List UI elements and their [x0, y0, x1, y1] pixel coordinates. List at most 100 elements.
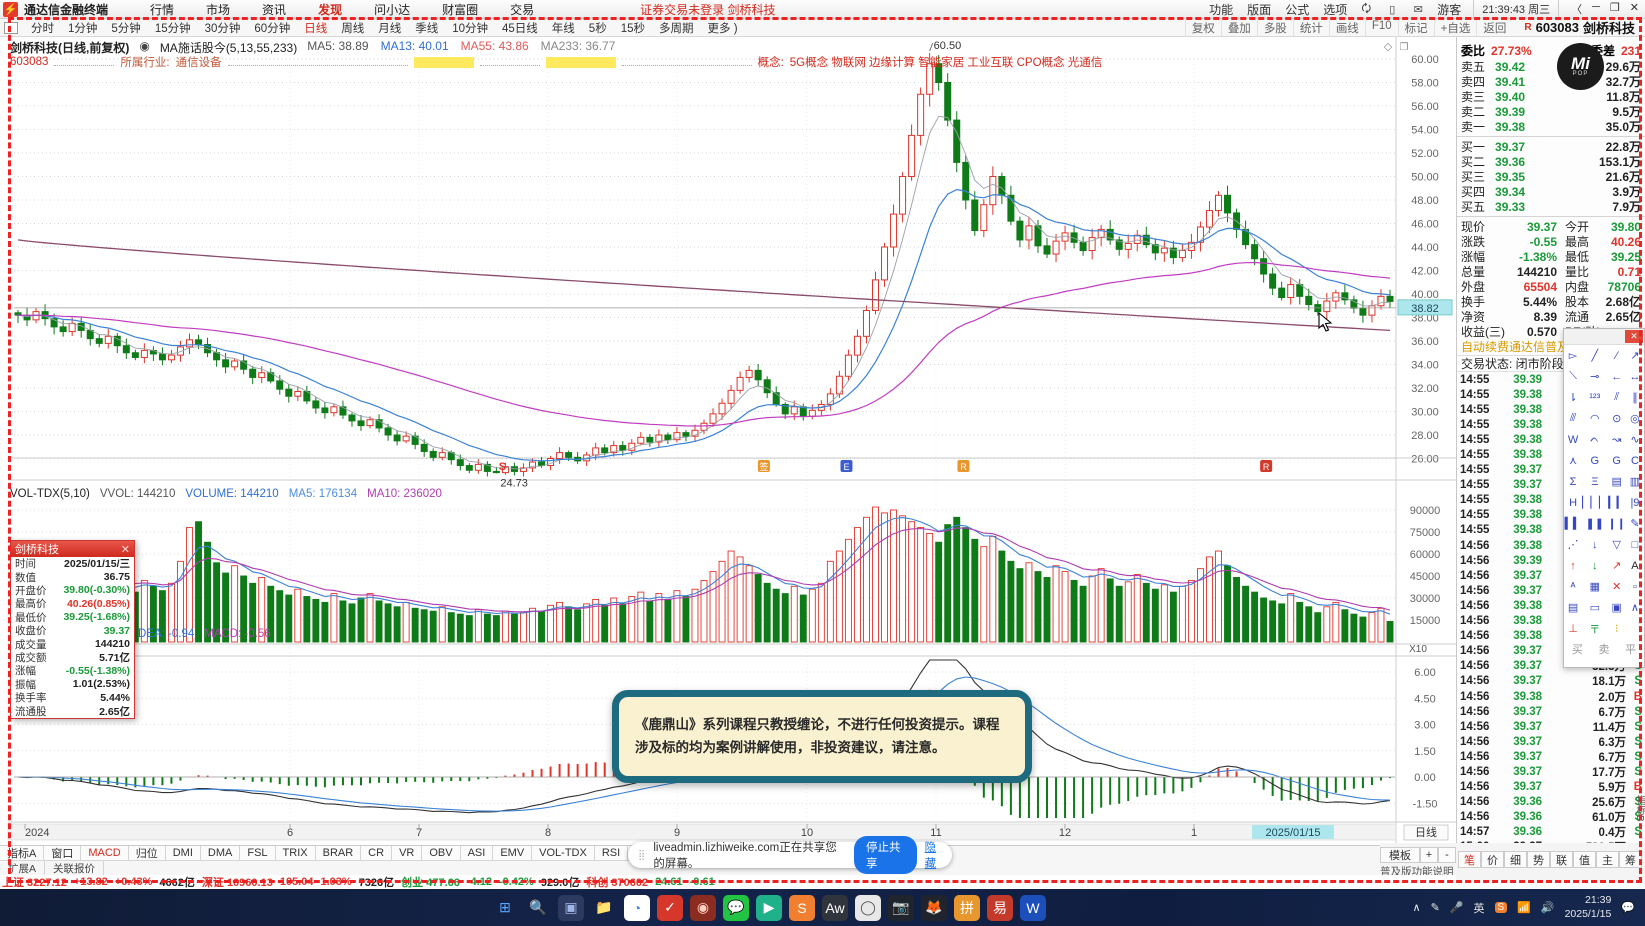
restore-icon[interactable]: ❐ [1609, 2, 1620, 14]
sell-level-row[interactable]: 卖五 39.42 29.6万 [1457, 59, 1645, 75]
timeframe-日线[interactable]: 日线 [304, 22, 328, 35]
draw-tool-icon[interactable]: ↓ [1592, 538, 1598, 551]
draw-tool-icon[interactable]: ⊸ [1590, 371, 1600, 383]
draw-tool-icon[interactable]: ⟍ [1569, 370, 1577, 382]
timeframe-分时[interactable]: 分时 [31, 22, 54, 35]
timeframe-年线[interactable]: 年线 [551, 22, 575, 35]
ma-indicator-name[interactable]: MA施话股今(5,13,55,233) [159, 41, 298, 55]
draw-tool-icon[interactable]: 〒 [1589, 623, 1601, 636]
taskbar-icon-netease[interactable]: 易 [987, 894, 1013, 921]
detail-tab-价[interactable]: 价 [1481, 851, 1504, 868]
indicator-tab-DMI[interactable]: DMI [165, 846, 201, 861]
draw-tool-icon[interactable]: ✎ [1630, 518, 1640, 530]
taskbar-icon-firefox[interactable]: 🦊 [921, 894, 947, 921]
indicator-tab-RSI[interactable]: RSI [594, 846, 629, 861]
draw-tool-icon[interactable]: ▍▍ [1564, 518, 1582, 530]
draw-tool-icon[interactable]: ⫽ [1614, 391, 1620, 403]
buy-level-row[interactable]: 买五 39.33 7.9万 [1457, 199, 1645, 215]
drag-handle-icon[interactable]: ⣿ [638, 849, 646, 861]
detail-tab-细[interactable]: 细 [1504, 851, 1527, 868]
draw-tool-icon[interactable]: ⊙ [1612, 413, 1622, 425]
detail-tab-筹[interactable]: 筹 [1619, 851, 1642, 868]
draw-tool-icon[interactable]: ⫻ [1569, 412, 1577, 424]
taskbar-icon-pinyin[interactable]: 拼 [954, 894, 980, 921]
draw-tool-icon[interactable]: ❚❚ [1585, 518, 1604, 530]
user-label[interactable]: 游客 [1437, 2, 1462, 17]
draw-tool-icon[interactable]: W [1567, 433, 1579, 446]
timeframe-15秒[interactable]: 15秒 [620, 22, 645, 35]
draw-tool-icon[interactable]: ▥ [1629, 476, 1641, 488]
draw-tool-icon[interactable]: ╱ [1591, 350, 1599, 362]
stop-share-button[interactable]: 停止共享 [854, 836, 917, 874]
draw-tool-icon[interactable]: ▭ [1589, 602, 1600, 614]
indicator-tab-TRIX[interactable]: TRIX [275, 846, 316, 861]
action-+自选[interactable]: +自选 [1433, 19, 1477, 36]
close-icon[interactable]: ✕ [120, 543, 130, 556]
draw-tool-icon[interactable]: ▦ [1589, 581, 1600, 593]
action-返回[interactable]: 返回 [1476, 19, 1512, 36]
buy-level-row[interactable]: 买二 39.36 153.1万 [1457, 154, 1645, 170]
action-叠加[interactable]: 叠加 [1220, 19, 1257, 36]
draw-tool-icon[interactable]: H [1569, 496, 1578, 509]
taskbar-clock[interactable]: 21:39 2025/1/15 [1564, 894, 1612, 920]
buy-level-row[interactable]: 买三 39.35 21.6万 [1457, 169, 1645, 185]
close-icon[interactable]: ✕ [1629, 2, 1639, 14]
action-标记[interactable]: 标记 [1397, 19, 1434, 36]
detail-tab-主[interactable]: 主 [1596, 851, 1619, 868]
taskbar-icon-s-app[interactable]: S [789, 894, 815, 921]
draw-tool-icon[interactable]: ◠ [1589, 413, 1600, 425]
detail-tab-笔[interactable]: 笔 [1458, 851, 1481, 868]
taskbar-icon-word[interactable]: W [1020, 894, 1046, 921]
template-control-模板[interactable]: 模板 [1380, 847, 1420, 863]
industry-value[interactable]: 通信设备 [175, 57, 222, 69]
timeframe-5分钟[interactable]: 5分钟 [111, 22, 141, 35]
menu-功能[interactable]: 功能 [1209, 2, 1234, 17]
draw-tool-icon[interactable]: ⊥ [1568, 623, 1578, 635]
draw-tool-icon[interactable]: ▫ [1633, 580, 1637, 593]
draw-tool-icon[interactable]: ⇂ [1568, 392, 1578, 404]
taskbar-icon-camera[interactable]: 📷 [888, 894, 914, 921]
template-control-+[interactable]: + [1420, 847, 1438, 863]
menu-公式[interactable]: 公式 [1285, 2, 1310, 17]
menu-选项[interactable]: 选项 [1323, 2, 1348, 17]
draw-tool-icon[interactable]: ▻ [1568, 350, 1578, 362]
mic-icon[interactable]: 🎤 [1449, 902, 1464, 914]
draw-tool-icon[interactable]: ▣ [1611, 602, 1622, 614]
draw-tool-icon[interactable]: ▽ [1612, 539, 1621, 551]
draw-tool-icon[interactable]: ❙❙ [1607, 518, 1626, 530]
taskbar-icon-task-view[interactable]: ▣ [558, 894, 584, 921]
indicator-tab-ASI[interactable]: ASI [460, 846, 494, 861]
draw-tool-icon[interactable]: ↓ [1592, 559, 1598, 572]
indicator-dot-icon[interactable]: ◉ [139, 39, 150, 53]
draw-tool-icon[interactable]: ◎ [1630, 413, 1640, 425]
draw-tool-icon[interactable]: ↗ [1612, 560, 1622, 572]
tray-badge[interactable]: S [1494, 902, 1508, 913]
draw-tool-icon[interactable]: ∧ [1630, 602, 1639, 614]
indicator-tab-FSL[interactable]: FSL [240, 846, 276, 861]
draw-tool-icon[interactable]: ⋰ [1567, 539, 1579, 551]
draw-tool-icon[interactable]: ∿ [1630, 434, 1640, 446]
draw-tool-icon[interactable]: ∕ [1615, 349, 1618, 362]
indicator-tab-EMV[interactable]: EMV [493, 846, 533, 861]
menu-交易[interactable]: 交易 [510, 2, 535, 17]
wifi-icon[interactable]: 📶 [1517, 902, 1531, 914]
taskbar-icon-aw-app[interactable]: Aw [822, 894, 848, 921]
draw-tool-icon[interactable]: ← [1611, 370, 1623, 383]
draw-tool-icon[interactable]: ¹²³ [1589, 391, 1601, 404]
menu-发现[interactable]: 发现 [318, 2, 343, 17]
pen-icon[interactable]: ✎ [1430, 902, 1440, 914]
action-画线[interactable]: 画线 [1328, 19, 1365, 36]
draw-tool-icon[interactable]: ↗ [1630, 350, 1640, 362]
buy-level-row[interactable]: 买四 39.34 3.9万 [1457, 184, 1645, 200]
draw-tool-icon[interactable]: C [1630, 454, 1639, 467]
candlestick-chart[interactable]: 26.00 28.00 30.00 32.00 34.00 36.00 38.00 40.00… [0, 0, 1457, 845]
timeframe-季线[interactable]: 季线 [415, 22, 439, 35]
timeframe-15分钟[interactable]: 15分钟 [154, 22, 191, 35]
menu-问小达[interactable]: 问小达 [374, 2, 411, 17]
ime-language[interactable]: 英 [1473, 902, 1485, 915]
timeframe-5秒[interactable]: 5秒 [588, 22, 607, 35]
timeframe-60分钟[interactable]: 60分钟 [254, 22, 291, 35]
menu-财富圈[interactable]: 财富圈 [442, 2, 479, 17]
indicator-tab-指标A[interactable]: 指标A [0, 846, 45, 861]
taskbar-icon-chrome[interactable]: ◔ [624, 894, 650, 921]
